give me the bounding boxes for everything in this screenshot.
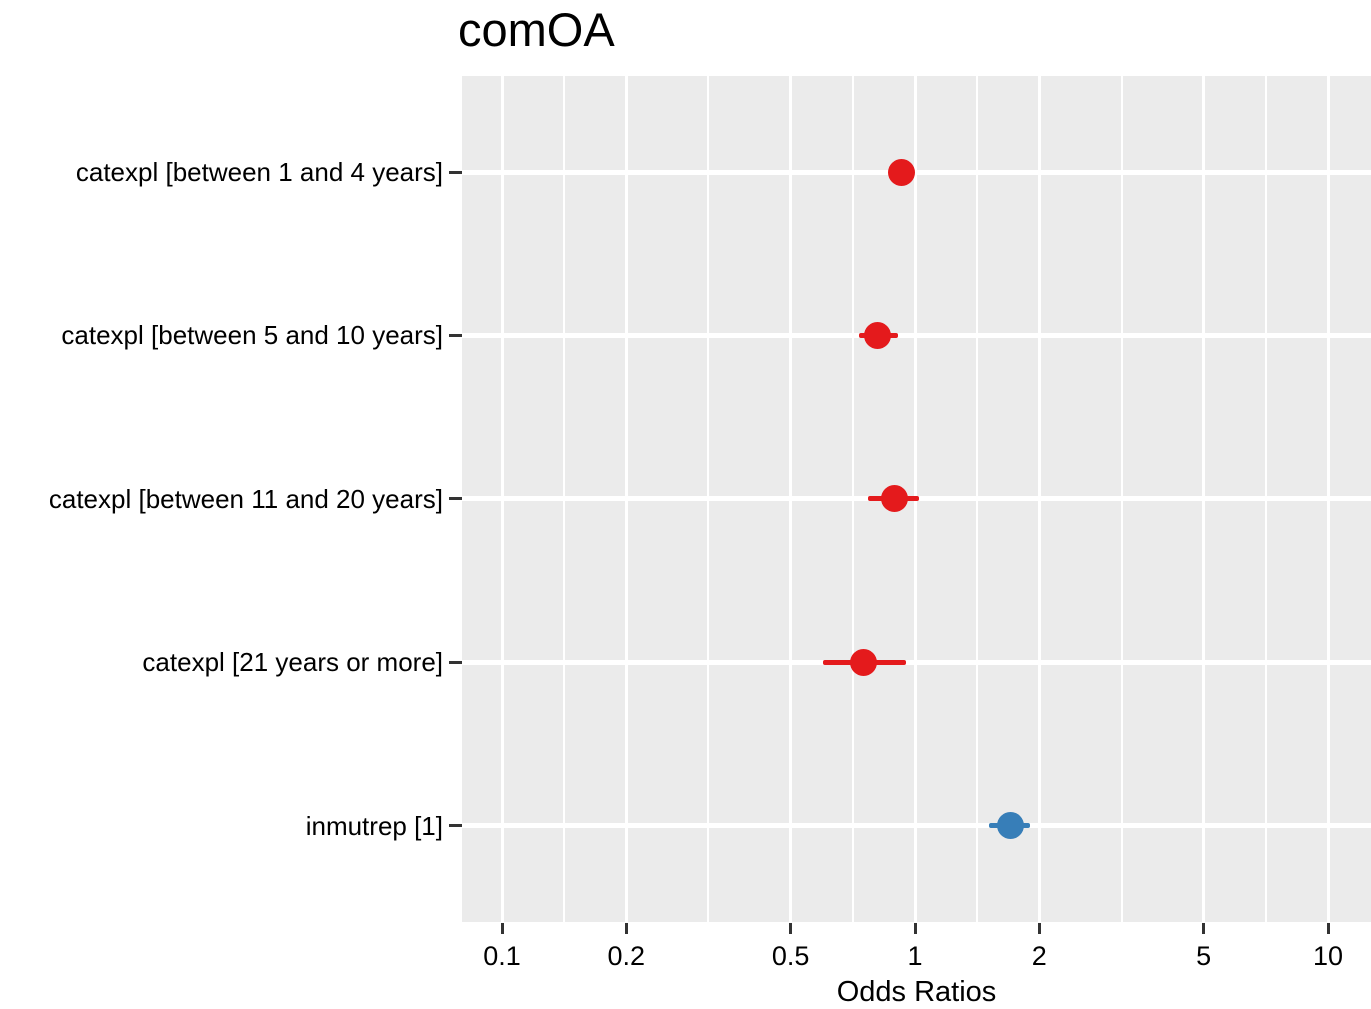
x-axis-tick-label: 1 [907, 941, 923, 971]
y-axis-term-label: inmutrep [1] [305, 810, 443, 841]
odds-ratio-point [996, 812, 1024, 840]
gridline-horizontal-major [462, 169, 1371, 175]
gridline-horizontal-major [462, 823, 1371, 829]
x-axis-tick-label: 5 [1196, 941, 1212, 971]
y-axis-term-label: catexpl [21 years or more] [142, 647, 443, 678]
x-axis-tick-label: 2 [1031, 941, 1047, 971]
x-axis-tick-mark [624, 923, 628, 934]
gridline-horizontal-major [462, 332, 1371, 338]
y-axis-term-label: catexpl [between 5 and 10 years] [61, 320, 443, 351]
odds-ratio-point [849, 648, 877, 676]
x-axis-tick-label: 0.2 [607, 941, 646, 971]
y-axis-tick-mark [449, 660, 462, 664]
x-axis-tick-mark [500, 923, 504, 934]
y-axis-tick-mark [449, 497, 462, 501]
x-axis-tick-mark [913, 923, 917, 934]
y-axis-tick-mark [449, 333, 462, 337]
gridline-horizontal-major [462, 659, 1371, 665]
y-axis-term-label: catexpl [between 11 and 20 years] [48, 483, 443, 514]
x-axis-tick-label: 0.5 [771, 941, 810, 971]
odds-ratio-point [880, 485, 908, 513]
y-axis-tick-mark [449, 170, 462, 174]
x-axis-tick-mark [1037, 923, 1041, 934]
odds-ratio-point [888, 158, 916, 186]
plot-panel [462, 76, 1371, 922]
x-axis-title: Odds Ratios [836, 976, 997, 1008]
x-axis-tick-mark [1202, 923, 1206, 934]
odds-ratio-point [863, 321, 891, 349]
y-axis-tick-mark [449, 824, 462, 828]
x-axis-tick-mark [1326, 923, 1330, 934]
y-axis-term-label: catexpl [between 1 and 4 years] [75, 157, 443, 187]
x-axis-tick-mark [789, 923, 793, 934]
x-axis-tick-label: 0.1 [483, 941, 521, 971]
plot-title: comOA [458, 3, 615, 56]
x-axis-tick-label: 10 [1312, 941, 1344, 971]
